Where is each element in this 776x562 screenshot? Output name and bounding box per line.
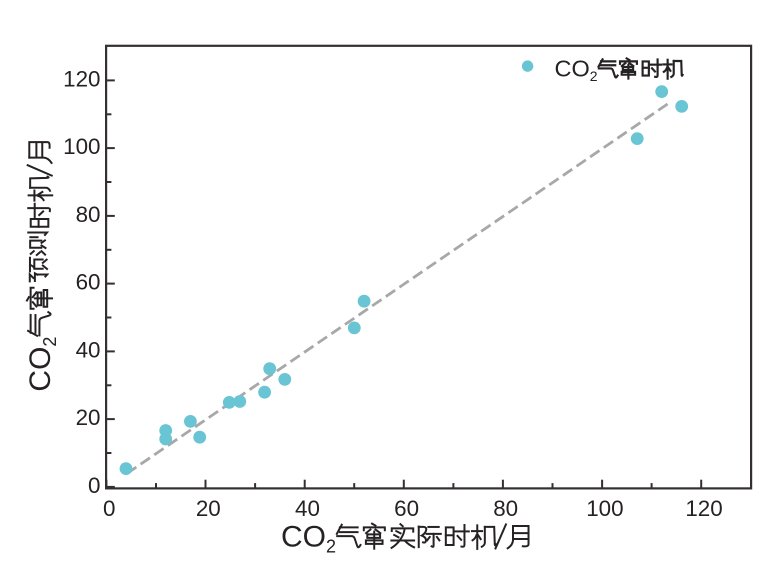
svg-text:CO: CO <box>24 347 57 392</box>
svg-text:120: 120 <box>685 496 722 521</box>
svg-text:2: 2 <box>590 68 598 84</box>
svg-text:CO: CO <box>281 521 326 554</box>
svg-text:40: 40 <box>295 496 320 521</box>
svg-text:0: 0 <box>88 473 100 498</box>
svg-text:2: 2 <box>40 337 60 347</box>
svg-text:120: 120 <box>63 66 100 91</box>
svg-text:60: 60 <box>394 496 419 521</box>
svg-text:40: 40 <box>76 337 101 362</box>
svg-text:100: 100 <box>586 496 623 521</box>
svg-text:80: 80 <box>493 496 518 521</box>
svg-text:20: 20 <box>76 405 101 430</box>
svg-text:60: 60 <box>76 270 101 295</box>
svg-text:80: 80 <box>76 202 101 227</box>
svg-text:CO: CO <box>555 56 590 82</box>
svg-text:2: 2 <box>326 537 336 557</box>
svg-text:0: 0 <box>103 496 115 521</box>
svg-text:100: 100 <box>63 134 100 159</box>
svg-text:20: 20 <box>196 496 221 521</box>
